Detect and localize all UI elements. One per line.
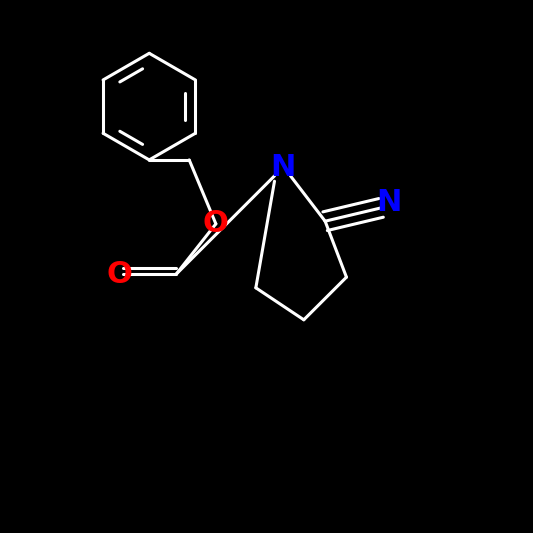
Text: N: N	[270, 154, 295, 182]
Text: O: O	[107, 260, 133, 289]
Text: O: O	[203, 209, 229, 238]
Text: N: N	[376, 188, 402, 217]
